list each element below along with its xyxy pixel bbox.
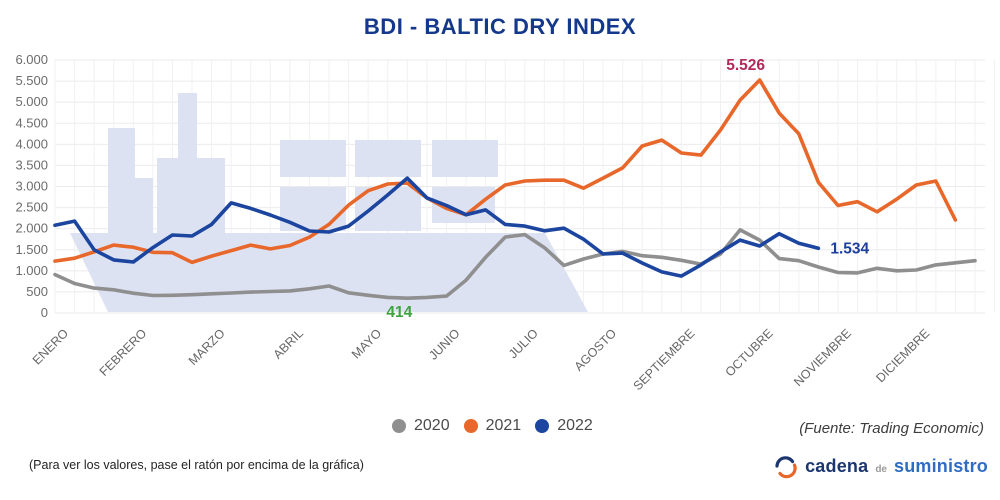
x-axis-labels: ENERO FEBRERO MARZO ABRIL MAYO JUNIO JULIO AGOS…	[30, 326, 933, 393]
legend-label-2022: 2022	[557, 417, 593, 434]
y-tick-label: 4.500	[15, 115, 48, 130]
logo: cadena de suministro	[773, 453, 988, 480]
series-line-2022[interactable]	[53, 176, 821, 278]
y-tick-label: 1.500	[15, 242, 48, 257]
x-tick-label-febrero: FEBRERO	[97, 326, 150, 379]
logo-text-cadena: cadena	[805, 456, 869, 476]
x-tick-label-mayo: MAYO	[349, 326, 384, 361]
x-tick-label-junio: JUNIO	[426, 326, 463, 363]
y-tick-label: 3.000	[15, 179, 48, 194]
annotation-2022: 1.534	[830, 240, 869, 257]
legend-item-2022[interactable]: 2022	[535, 417, 593, 435]
source-note: (Fuente: Trading Economic)	[799, 420, 984, 437]
y-tick-label: 5.000	[15, 94, 48, 109]
legend-item-2021[interactable]: 2021	[463, 417, 522, 435]
annotation-2021: 5.526	[726, 57, 765, 74]
y-tick-label: 2.000	[15, 221, 48, 236]
y-tick-label: 5.500	[15, 73, 48, 88]
legend-swatch-2022	[535, 419, 550, 433]
y-tick-label: 500	[26, 284, 48, 299]
x-tick-label-marzo: MARZO	[186, 326, 228, 368]
chart-title: BDI - BALTIC DRY INDEX	[363, 14, 637, 39]
logo-icon	[775, 456, 797, 479]
y-tick-label: 1.000	[15, 263, 48, 278]
legend-label-2021: 2021	[485, 417, 522, 434]
logo-text-de: de	[875, 464, 887, 475]
legend-swatch-2021	[463, 419, 478, 433]
x-tick-label-julio: JULIO	[506, 326, 541, 361]
x-tick-label-agosto: AGOSTO	[572, 326, 620, 374]
series-line-2020[interactable]	[53, 228, 977, 301]
x-tick-label-octubre: OCTUBRE	[723, 326, 776, 379]
legend-swatch-2020	[392, 419, 406, 433]
x-tick-label-septiembre: SEPTIEMBRE	[631, 326, 698, 393]
y-axis-labels: 0 500 1.000 1.500 2.000 2.500 3.000 3.500 4.000 4…	[15, 52, 48, 320]
y-tick-label: 3.500	[15, 157, 48, 172]
logo-text-suministro: suministro	[893, 456, 988, 476]
chart-legend: 2020 2021 2022	[392, 417, 593, 435]
x-tick-label-abril: ABRIL	[271, 326, 306, 361]
chart-canvas[interactable]: 0 500 1.000 1.500 2.000 2.500 3.000 3.500 4.000 4…	[0, 0, 1000, 400]
legend-label-2020: 2020	[414, 417, 450, 434]
series-line-2021[interactable]	[53, 78, 958, 265]
x-tick-label-enero: ENERO	[30, 326, 72, 368]
x-tick-label-diciembre: DICIEMBRE	[873, 326, 932, 385]
annotation-2020: 414	[386, 304, 412, 321]
ship-watermark	[70, 93, 588, 312]
y-tick-label: 6.000	[15, 52, 48, 67]
x-tick-label-noviembre: NOVIEMBRE	[791, 326, 854, 389]
y-tick-label: 2.500	[15, 200, 48, 215]
y-tick-label: 4.000	[15, 136, 48, 151]
hover-hint: (Para ver los valores, pase el ratón por…	[29, 458, 364, 472]
legend-item-2020[interactable]: 2020	[392, 417, 450, 435]
y-tick-label: 0	[41, 305, 48, 320]
